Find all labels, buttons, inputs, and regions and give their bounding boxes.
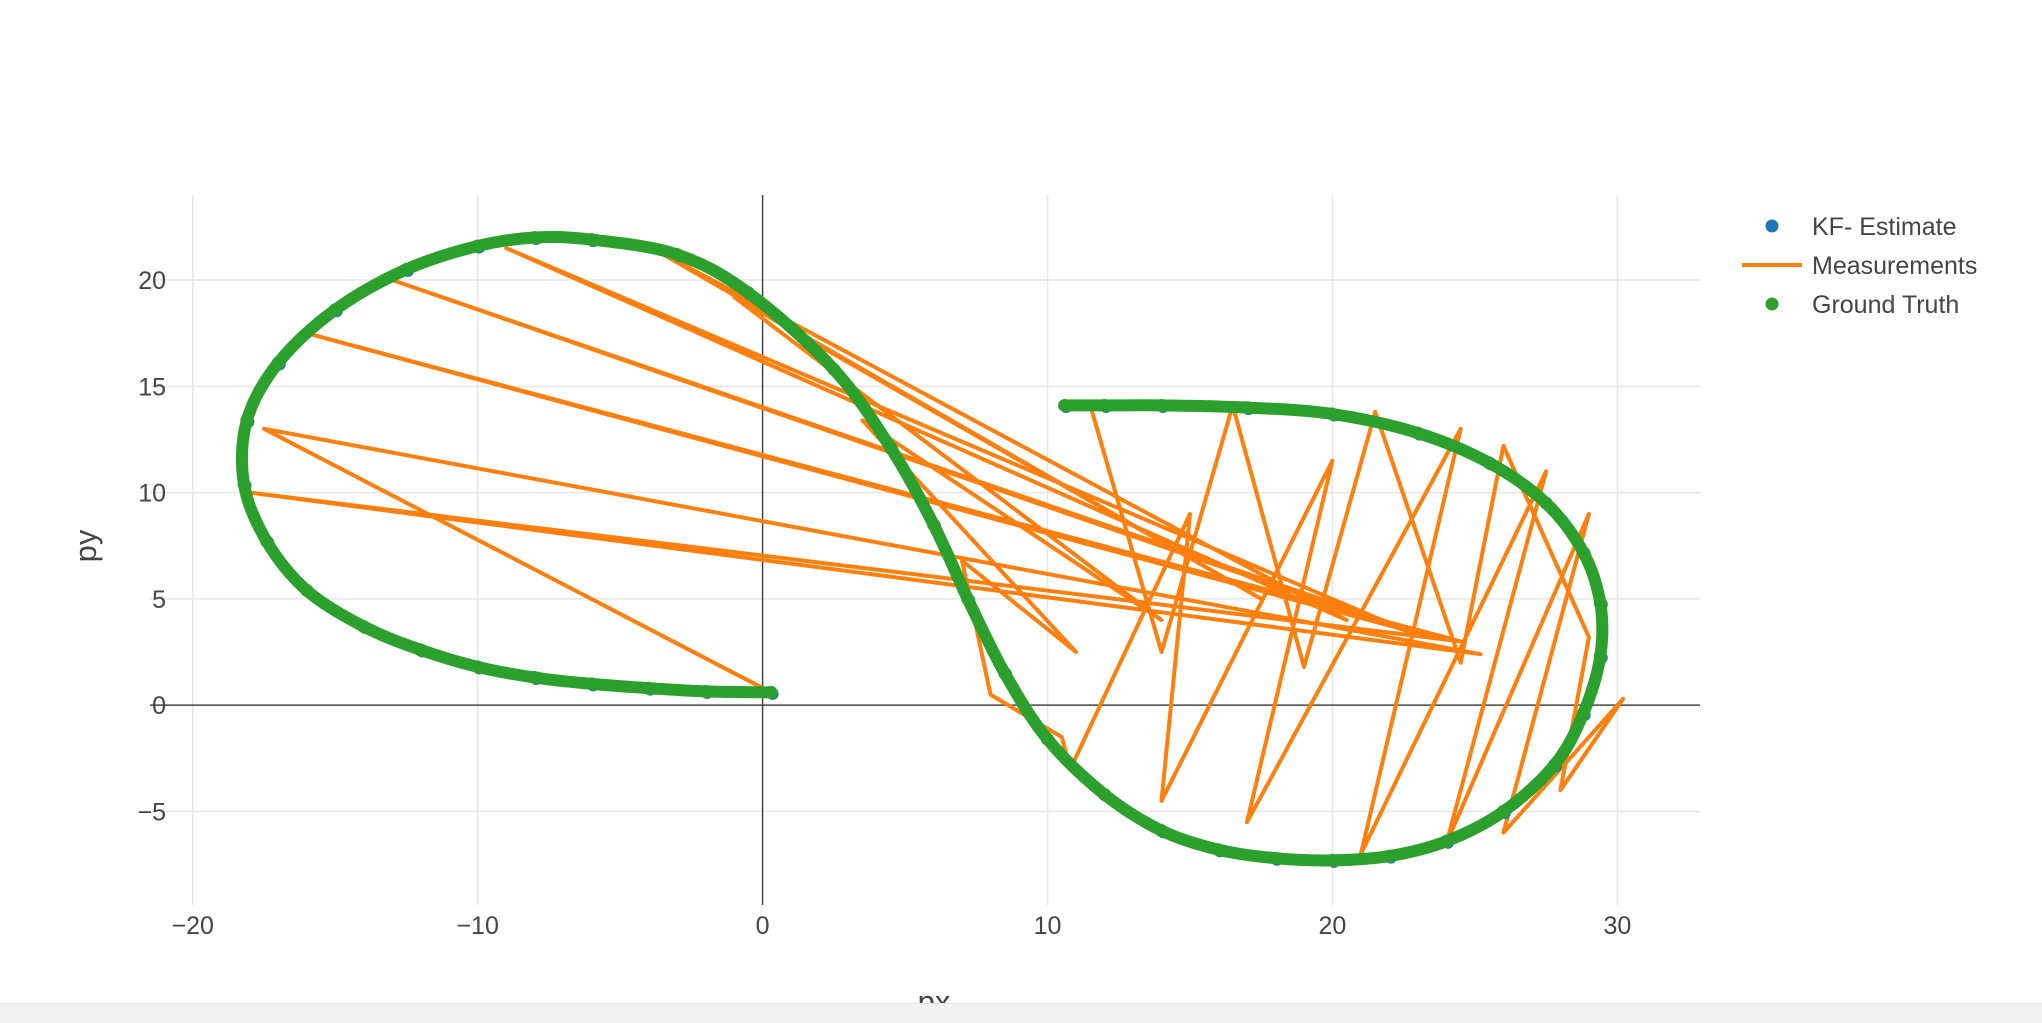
legend[interactable]: KF- Estimate Measurements Ground Truth [1742, 213, 1977, 319]
ground-truth-point [1593, 649, 1607, 663]
ground-truth-point [414, 643, 428, 657]
ground-truth-point [300, 583, 314, 597]
x-tick-label: 0 [756, 912, 770, 940]
y-tick-label: 15 [138, 373, 166, 401]
measurements-line [247, 244, 1626, 856]
ground-truth-point [399, 262, 413, 276]
ground-truth-point [642, 681, 656, 695]
ground-truth-point [1439, 834, 1453, 848]
plot-area [235, 230, 1626, 868]
ground-truth-point [1411, 426, 1425, 440]
tick-labels: −20 −10 0 10 20 30 −5 0 5 10 15 20 [137, 267, 1631, 940]
x-tick-label: 10 [1034, 912, 1062, 940]
gridlines [150, 195, 1700, 905]
ground-truth-point [471, 239, 485, 253]
ground-truth-point [1496, 804, 1510, 818]
y-tick-label: −5 [137, 798, 166, 826]
ground-truth-point [1576, 707, 1590, 721]
ground-truth-series [235, 230, 1609, 867]
ground-truth-point [741, 286, 755, 300]
ground-truth-point [1154, 824, 1168, 838]
legend-item[interactable]: Ground Truth [1765, 291, 1960, 319]
ground-truth-point [328, 303, 342, 317]
ground-truth-point [1539, 496, 1553, 510]
y-axis-title: py [68, 529, 103, 562]
ground-truth-point [357, 620, 371, 634]
ground-truth-point [585, 233, 599, 247]
ground-truth-point [670, 248, 684, 262]
y-tick-label: 0 [152, 692, 166, 720]
ground-truth-point [764, 685, 778, 699]
legend-marker-swatch [1765, 297, 1779, 311]
ground-truth-point [1240, 401, 1254, 415]
ground-truth-point [998, 666, 1012, 680]
ground-truth-point [1211, 843, 1225, 857]
ground-truth-point [1548, 758, 1562, 772]
ground-truth-point [1268, 851, 1282, 865]
ground-truth-point [528, 231, 542, 245]
x-tick-label: −10 [456, 912, 498, 940]
ground-truth-point [1041, 732, 1055, 746]
ground-truth-point [271, 356, 285, 370]
bottom-scroll-bar [0, 1003, 2042, 1023]
legend-label: Measurements [1812, 252, 1977, 280]
ground-truth-point [1576, 545, 1590, 559]
ground-truth-point [237, 477, 251, 491]
ground-truth-point [884, 441, 898, 455]
ground-truth-point [1482, 456, 1496, 470]
ground-truth-point [1098, 398, 1112, 412]
ground-truth-point [1382, 849, 1396, 863]
ground-truth-point [528, 671, 542, 685]
y-tick-label: 20 [138, 267, 166, 295]
ground-truth-point [927, 517, 941, 531]
y-tick-label: 10 [138, 480, 166, 508]
y-tick-label: 5 [152, 586, 166, 614]
ground-truth-point [961, 592, 975, 606]
x-tick-label: 30 [1603, 912, 1631, 940]
ground-truth-point [827, 362, 841, 376]
ground-truth-point [471, 660, 485, 674]
legend-item[interactable]: Measurements [1742, 252, 1977, 280]
ground-truth-point [1325, 407, 1339, 421]
legend-label: KF- Estimate [1812, 213, 1956, 241]
legend-marker-swatch [1765, 219, 1779, 233]
x-tick-label: 20 [1319, 912, 1347, 940]
legend-label: Ground Truth [1812, 291, 1959, 319]
ground-truth-point [1154, 398, 1168, 412]
ground-truth-point [1058, 398, 1072, 412]
ground-truth-point [1325, 853, 1339, 867]
ground-truth-point [260, 534, 274, 548]
ground-truth-point [240, 413, 254, 427]
ground-truth-point [699, 684, 713, 698]
x-tick-label: −20 [172, 912, 214, 940]
ground-truth-point [1098, 787, 1112, 801]
ground-truth-point [1593, 596, 1607, 610]
legend-item[interactable]: KF- Estimate [1765, 213, 1957, 241]
ground-truth-point [585, 677, 599, 691]
